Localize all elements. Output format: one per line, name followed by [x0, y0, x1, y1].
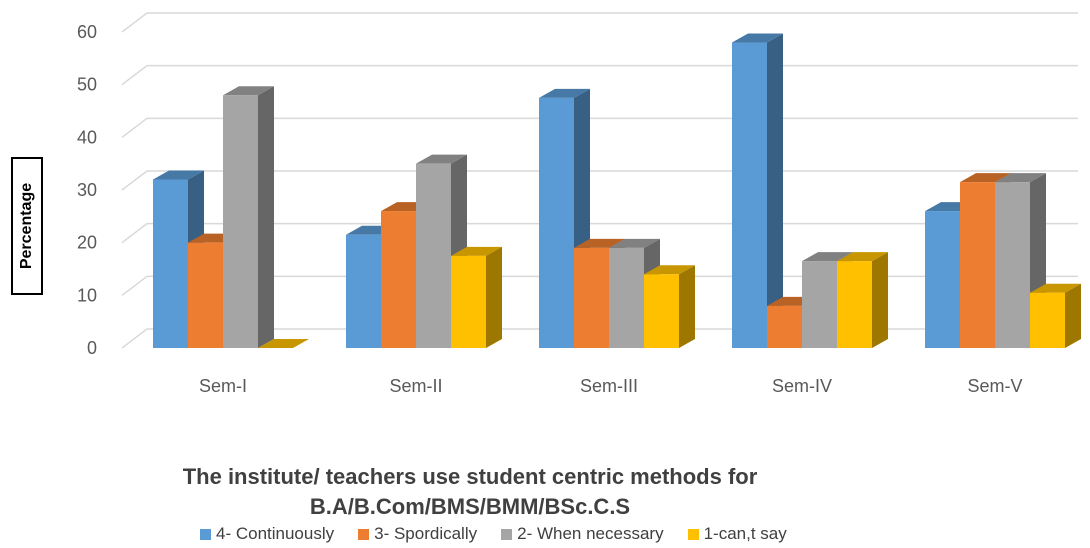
y-axis-ticks: 0 10 20 30 40 50 60 [77, 22, 97, 358]
bar-side [679, 265, 695, 348]
legend-label: 4- Continuously [216, 524, 335, 543]
x-axis-ticks: Sem-I Sem-II Sem-III Sem-IV Sem-V [199, 376, 1023, 396]
y-axis-label-box: Percentage [11, 157, 43, 295]
bar-top [416, 154, 467, 164]
legend-item-continuously: 4- Continuously [200, 524, 334, 544]
bar-side [486, 246, 502, 348]
x-tick-label: Sem-I [199, 376, 247, 396]
bar-top [802, 252, 853, 262]
bar [451, 255, 486, 348]
bar-top [574, 238, 625, 248]
bar-side [767, 33, 783, 349]
bar [995, 182, 1030, 348]
bar-top [223, 86, 274, 96]
legend-label: 3- Spordically [374, 524, 478, 543]
chart-title-line-1: The institute/ teachers use student cent… [182, 464, 758, 489]
legend-swatch [200, 528, 211, 540]
bar-side [1065, 283, 1081, 348]
legend-swatch [501, 528, 513, 540]
bar-top [609, 238, 660, 248]
bar-top [451, 246, 502, 256]
legend: 4- Continuously 3- Spordically 2- When n… [200, 524, 787, 544]
bar [925, 211, 960, 348]
x-tick-label: Sem-IV [772, 376, 832, 396]
bar-side [872, 252, 888, 348]
bars [153, 33, 1081, 349]
bar-top [732, 33, 783, 43]
bar-top [644, 265, 695, 275]
bar [574, 247, 609, 348]
chart-title-line-2: B.A/B.Com/BMS/BMM/BSc.C.S [309, 494, 631, 519]
y-tick-label: 20 [77, 233, 97, 253]
y-tick-label: 30 [77, 180, 97, 200]
bar [346, 234, 381, 348]
legend-item-when-necessary: 2- When necessary [501, 524, 664, 544]
y-tick-label: 0 [87, 338, 97, 358]
bar [837, 261, 872, 348]
bar-top [153, 170, 204, 180]
bar [416, 163, 451, 348]
bar-top [1030, 283, 1081, 293]
bar [609, 247, 644, 348]
y-tick-label: 40 [77, 127, 97, 147]
gridline [121, 64, 1078, 86]
bar [539, 97, 574, 348]
bar [802, 261, 837, 348]
legend-item-cant-say: 1-can,t say [687, 524, 787, 544]
bar [1030, 292, 1065, 348]
bar [960, 182, 995, 348]
bar-top [995, 173, 1046, 183]
x-tick-label: Sem-V [967, 376, 1022, 396]
bar-top [258, 339, 309, 348]
bar-top [539, 88, 590, 98]
y-tick-label: 50 [77, 75, 97, 95]
bar-top [960, 173, 1011, 183]
bar [188, 242, 223, 348]
legend-item-spordically: 3- Spordically [358, 524, 477, 544]
gridlines [121, 12, 1078, 349]
legend-label: 1-can,t say [703, 524, 787, 543]
x-tick-label: Sem-III [580, 376, 638, 396]
bar [381, 211, 416, 348]
bar [223, 95, 258, 348]
y-tick-label: 60 [77, 22, 97, 42]
x-tick-label: Sem-II [389, 376, 442, 396]
bar [732, 42, 767, 349]
bar [767, 305, 802, 348]
bar [153, 179, 188, 348]
y-axis-label: Percentage [18, 182, 35, 270]
gridline [121, 12, 1078, 33]
bar [644, 274, 679, 348]
legend-label: 2- When necessary [517, 524, 664, 543]
chart-title: The institute/ teachers use student cent… [0, 462, 940, 522]
bar-top [837, 252, 888, 262]
legend-swatch [687, 528, 699, 540]
legend-swatch [358, 528, 370, 540]
bar-side [258, 86, 274, 348]
y-tick-label: 10 [77, 285, 97, 305]
